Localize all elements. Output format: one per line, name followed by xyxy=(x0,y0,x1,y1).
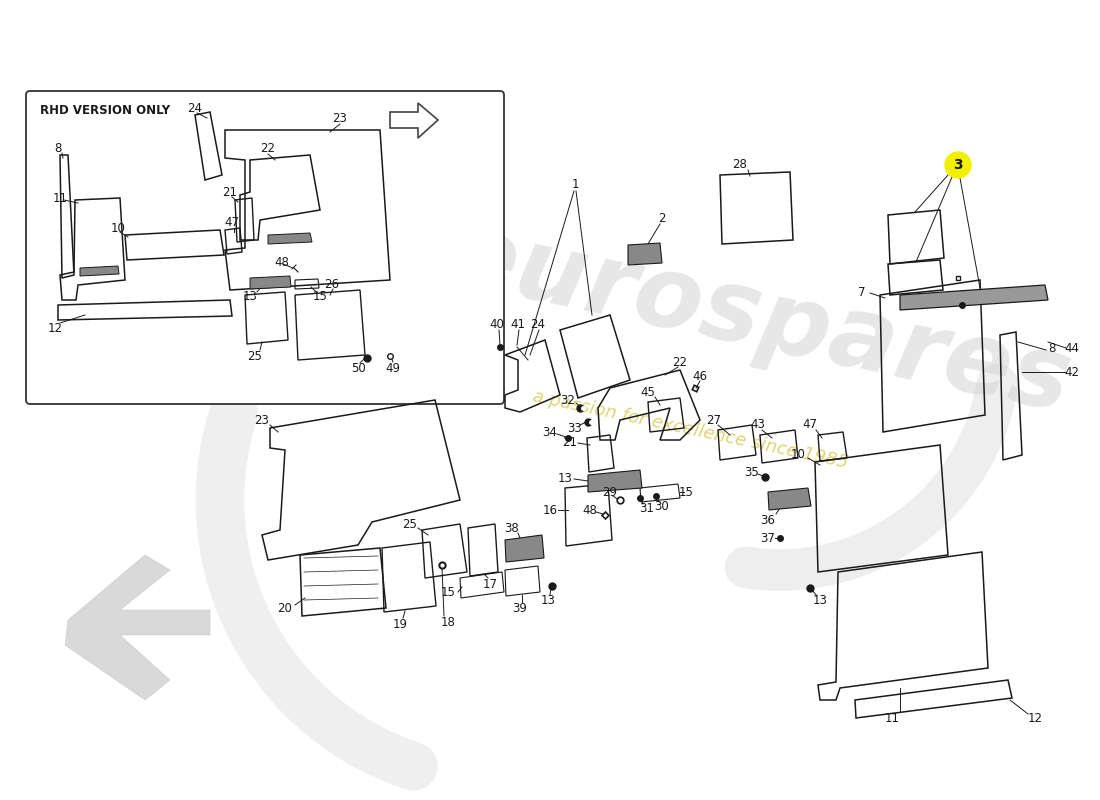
Text: 1: 1 xyxy=(571,178,579,191)
Text: 31: 31 xyxy=(639,502,654,514)
Text: 34: 34 xyxy=(542,426,558,438)
Polygon shape xyxy=(628,243,662,265)
Text: 30: 30 xyxy=(654,499,670,513)
Text: 27: 27 xyxy=(706,414,722,426)
Text: 17: 17 xyxy=(483,578,497,590)
Text: 22: 22 xyxy=(672,355,688,369)
Text: 38: 38 xyxy=(505,522,519,534)
Text: 48: 48 xyxy=(275,255,289,269)
Polygon shape xyxy=(505,535,544,562)
Text: 28: 28 xyxy=(733,158,747,171)
Text: 24: 24 xyxy=(187,102,202,114)
Text: 45: 45 xyxy=(640,386,656,398)
Text: 23: 23 xyxy=(254,414,270,426)
Text: a passion for excellence since 1985: a passion for excellence since 1985 xyxy=(530,388,849,472)
Text: 50: 50 xyxy=(351,362,365,374)
Text: 44: 44 xyxy=(1065,342,1079,354)
Text: 12: 12 xyxy=(1027,711,1043,725)
Text: 26: 26 xyxy=(324,278,340,290)
Text: 2: 2 xyxy=(658,211,666,225)
Text: RHD VERSION ONLY: RHD VERSION ONLY xyxy=(40,105,170,118)
Text: 39: 39 xyxy=(513,602,527,614)
Polygon shape xyxy=(250,276,292,289)
Text: 24: 24 xyxy=(530,318,546,331)
Text: 25: 25 xyxy=(248,350,263,362)
Polygon shape xyxy=(80,266,119,276)
Text: 16: 16 xyxy=(542,503,558,517)
Text: 8: 8 xyxy=(1048,342,1056,354)
Circle shape xyxy=(945,152,971,178)
Text: 42: 42 xyxy=(1065,366,1079,378)
Text: 19: 19 xyxy=(393,618,407,630)
Text: 13: 13 xyxy=(558,471,572,485)
Text: 15: 15 xyxy=(441,586,455,598)
Text: 35: 35 xyxy=(745,466,759,478)
Text: 8: 8 xyxy=(54,142,62,154)
Text: 43: 43 xyxy=(750,418,766,430)
Text: 46: 46 xyxy=(693,370,707,382)
Text: 21: 21 xyxy=(222,186,238,199)
Text: 7: 7 xyxy=(858,286,866,298)
Text: 29: 29 xyxy=(603,486,617,498)
Text: 10: 10 xyxy=(111,222,125,234)
Text: eurospares: eurospares xyxy=(440,206,1079,434)
Text: 13: 13 xyxy=(243,290,257,302)
Text: 10: 10 xyxy=(791,449,805,462)
Text: 40: 40 xyxy=(490,318,505,331)
Text: 15: 15 xyxy=(312,290,328,302)
FancyBboxPatch shape xyxy=(26,91,504,404)
Polygon shape xyxy=(900,285,1048,310)
Polygon shape xyxy=(768,488,811,510)
Text: 41: 41 xyxy=(510,318,526,331)
Text: 22: 22 xyxy=(261,142,275,154)
Text: 49: 49 xyxy=(385,362,400,374)
Text: 47: 47 xyxy=(803,418,817,431)
Text: 13: 13 xyxy=(540,594,556,606)
Text: 48: 48 xyxy=(583,503,597,517)
Text: 20: 20 xyxy=(277,602,293,614)
Text: 12: 12 xyxy=(47,322,63,334)
Polygon shape xyxy=(268,233,312,244)
Polygon shape xyxy=(65,555,210,700)
Text: 33: 33 xyxy=(568,422,582,434)
Text: 25: 25 xyxy=(403,518,417,531)
Text: 11: 11 xyxy=(884,711,900,725)
Text: 37: 37 xyxy=(760,531,775,545)
Text: 23: 23 xyxy=(332,111,348,125)
Text: 36: 36 xyxy=(760,514,775,526)
Polygon shape xyxy=(588,470,642,492)
Text: 15: 15 xyxy=(679,486,693,498)
Text: 13: 13 xyxy=(813,594,827,606)
Text: 32: 32 xyxy=(561,394,575,406)
Text: 18: 18 xyxy=(441,615,455,629)
Text: 21: 21 xyxy=(562,435,578,449)
Text: 3: 3 xyxy=(954,158,962,172)
Text: 11: 11 xyxy=(53,191,67,205)
Text: 47: 47 xyxy=(224,215,240,229)
